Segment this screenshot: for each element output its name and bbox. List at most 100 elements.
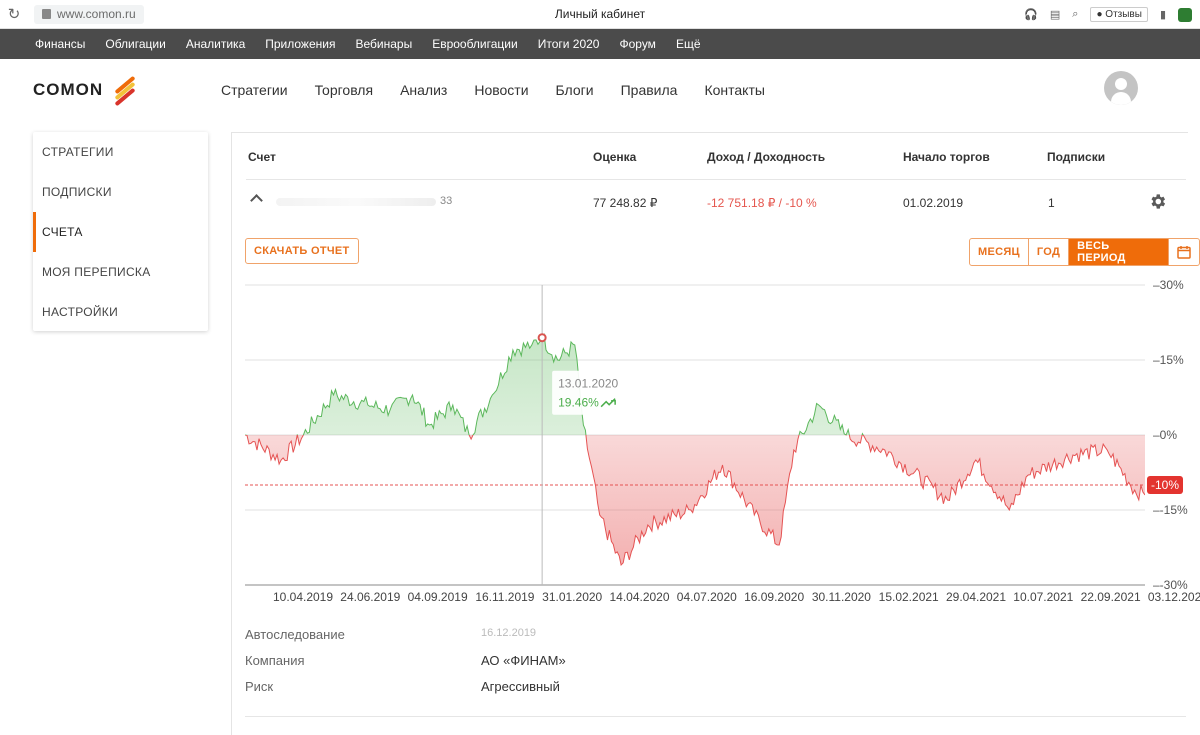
topnav-item-finance[interactable]: Финансы bbox=[35, 37, 86, 51]
download-report-button[interactable]: СКАЧАТЬ ОТЧЕТ bbox=[245, 238, 359, 264]
positive-series-line bbox=[245, 332, 864, 435]
avatar-head bbox=[1115, 78, 1127, 90]
period-all-button[interactable]: ВЕСЬ ПЕРИОД bbox=[1069, 239, 1169, 265]
performance-chart: –30% –15% –0% –-15% –-30% 10.04.2019 24.06.20… bbox=[245, 278, 1200, 604]
address-bar[interactable]: www.comon.ru bbox=[34, 4, 144, 24]
logo-mark-icon bbox=[111, 75, 137, 106]
nav-blogs[interactable]: Блоги bbox=[555, 81, 594, 98]
x-tick-label: 24.06.2019 bbox=[340, 590, 400, 604]
topnav-item-apps[interactable]: Приложения bbox=[265, 37, 336, 51]
reader-icon[interactable]: ▤ bbox=[1049, 9, 1061, 21]
nav-analysis[interactable]: Анализ bbox=[400, 81, 448, 98]
y-tick-label: –0% bbox=[1153, 428, 1177, 442]
site-header: COMON Стратегии Торговля Анализ Новости … bbox=[0, 59, 1200, 120]
nav-trading[interactable]: Торговля bbox=[314, 81, 374, 98]
x-tick-label: 15.02.2021 bbox=[879, 590, 939, 604]
nav-news[interactable]: Новости bbox=[474, 81, 529, 98]
main-nav: Стратегии Торговля Анализ Новости Блоги … bbox=[221, 82, 765, 98]
reviews-label: Отзывы bbox=[1105, 9, 1142, 20]
nav-strategies[interactable]: Стратегии bbox=[221, 81, 288, 98]
headphones-icon[interactable]: 🎧 bbox=[1024, 9, 1038, 21]
calendar-icon[interactable] bbox=[1169, 239, 1199, 265]
sidebar-item-accounts[interactable]: СЧЕТА bbox=[33, 212, 208, 252]
x-tick-label: 03.12.2021 bbox=[1148, 590, 1200, 604]
avatar-body bbox=[1111, 92, 1131, 105]
positive-area bbox=[245, 334, 1145, 435]
nav-rules[interactable]: Правила bbox=[620, 81, 678, 98]
col-header-subscriptions: Подписки bbox=[1047, 150, 1106, 164]
period-month-button[interactable]: МЕСЯЦ bbox=[970, 239, 1029, 265]
period-year-button[interactable]: ГОД bbox=[1029, 239, 1070, 265]
bookmark-icon[interactable]: ▮ bbox=[1159, 9, 1166, 21]
col-header-income: Доход / Доходность bbox=[707, 150, 826, 164]
topnav-item-results[interactable]: Итоги 2020 bbox=[537, 37, 600, 51]
bottom-divider bbox=[245, 716, 1186, 717]
reload-icon[interactable]: ↻ bbox=[7, 6, 21, 23]
account-number-tail: 33 bbox=[440, 195, 453, 207]
zoom-icon[interactable]: ⌕ bbox=[1072, 8, 1079, 20]
url-text: www.comon.ru bbox=[57, 7, 136, 21]
content: СТРАТЕГИИ ПОДПИСКИ СЧЕТА МОЯ ПЕРЕПИСКА Н… bbox=[0, 120, 1200, 735]
lock-icon bbox=[42, 9, 51, 19]
col-header-start: Начало торгов bbox=[903, 150, 990, 164]
topnav-item-eurobonds[interactable]: Еврооблигации bbox=[432, 37, 518, 51]
negative-area bbox=[245, 435, 1145, 565]
valuation-value: 77 248.82 ₽ bbox=[593, 196, 658, 210]
chart-areas bbox=[245, 332, 1145, 567]
info-value-company: АО «ФИНАМ» bbox=[481, 653, 566, 668]
period-selector: МЕСЯЦ ГОД ВЕСЬ ПЕРИОД bbox=[969, 238, 1200, 266]
x-tick-label: 31.01.2020 bbox=[542, 590, 602, 604]
topnav-item-more[interactable]: Ещё bbox=[675, 37, 701, 51]
x-tick-label: 10.07.2021 bbox=[1013, 590, 1073, 604]
y-tick-label: –-15% bbox=[1153, 503, 1188, 517]
logo[interactable]: COMON bbox=[33, 75, 221, 106]
sidebar-item-subscriptions[interactable]: ПОДПИСКИ bbox=[42, 185, 112, 199]
col-header-valuation: Оценка bbox=[593, 150, 637, 164]
sidebar: СТРАТЕГИИ ПОДПИСКИ СЧЕТА МОЯ ПЕРЕПИСКА Н… bbox=[33, 132, 208, 331]
avatar[interactable] bbox=[1104, 71, 1138, 105]
calendar-glyph bbox=[1177, 246, 1191, 259]
info-label-risk: Риск bbox=[245, 679, 274, 694]
topnav-item-bonds[interactable]: Облигации bbox=[105, 37, 166, 51]
window-title: Личный кабинет bbox=[554, 7, 646, 21]
subscriptions-value: 1 bbox=[1048, 196, 1055, 210]
topnav-item-forum[interactable]: Форум bbox=[619, 37, 656, 51]
sidebar-item-messages[interactable]: МОЯ ПЕРЕПИСКА bbox=[42, 265, 151, 279]
sidebar-item-strategies[interactable]: СТРАТЕГИИ bbox=[42, 145, 114, 159]
panel-border-left bbox=[231, 132, 232, 735]
current-value-badge bbox=[1147, 476, 1183, 494]
x-axis-ticks: 10.04.2019 24.06.2019 04.09.2019 16.11.2019… bbox=[273, 590, 1200, 604]
start-date-value: 01.02.2019 bbox=[903, 196, 964, 210]
info-value-copytrading: 16.12.2019 bbox=[481, 627, 537, 639]
extension-icon[interactable] bbox=[1178, 7, 1192, 22]
y-tick-label: –30% bbox=[1153, 278, 1184, 292]
top-nav: Финансы Облигации Аналитика Приложения В… bbox=[0, 29, 1200, 59]
x-tick-label: 04.09.2019 bbox=[408, 590, 468, 604]
x-tick-label: 04.07.2020 bbox=[677, 590, 737, 604]
hover-point bbox=[537, 333, 547, 343]
tooltip-value: 19.46% bbox=[558, 396, 599, 410]
sidebar-item-settings[interactable]: НАСТРОЙКИ bbox=[42, 305, 119, 319]
topnav-item-analytics[interactable]: Аналитика bbox=[185, 37, 246, 51]
reviews-button[interactable]: ● Отзывы bbox=[1090, 7, 1148, 22]
x-tick-label: 16.11.2019 bbox=[475, 590, 534, 604]
x-tick-label: 30.11.2020 bbox=[812, 590, 871, 604]
topnav-item-webinars[interactable]: Вебинары bbox=[355, 37, 413, 51]
income-value: -12 751.18 ₽ / -10 % bbox=[707, 196, 817, 210]
gear-icon[interactable] bbox=[1148, 192, 1167, 211]
browser-bar: ↻ www.comon.ru Личный кабинет 🎧 ▤ ⌕ ● От… bbox=[0, 0, 1200, 29]
tooltip-date: 13.01.2020 bbox=[558, 377, 618, 391]
col-header-account: Счет bbox=[248, 150, 276, 164]
panel-border-top bbox=[231, 132, 1188, 133]
nav-contacts[interactable]: Контакты bbox=[704, 81, 765, 98]
info-label-company: Компания bbox=[245, 653, 305, 668]
y-tick-label: –15% bbox=[1153, 353, 1184, 367]
current-value-label: -10% bbox=[1151, 478, 1179, 492]
chart-overlay: -10% 13.01.2020 19.46% bbox=[245, 285, 1183, 585]
account-name-blurred bbox=[276, 198, 436, 206]
trending-up-icon bbox=[600, 398, 616, 408]
x-tick-label: 10.04.2019 bbox=[273, 590, 333, 604]
y-tick-label: –-30% bbox=[1153, 578, 1188, 592]
table-divider bbox=[246, 179, 1186, 180]
info-value-risk: Агрессивный bbox=[481, 679, 560, 694]
